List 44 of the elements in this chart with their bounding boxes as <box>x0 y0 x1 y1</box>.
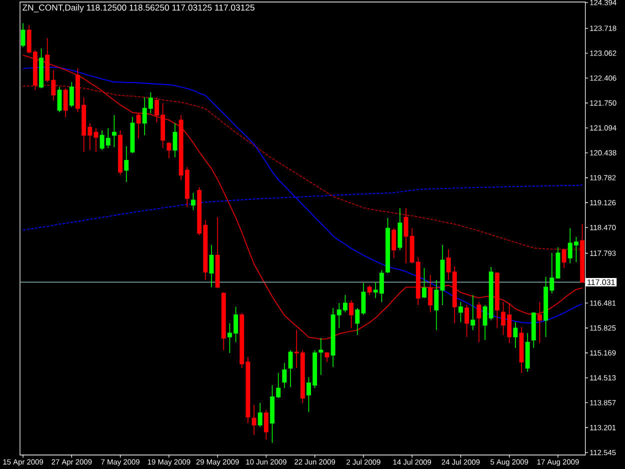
candlestick <box>20 22 26 48</box>
candlestick <box>404 208 408 264</box>
candlestick <box>349 300 354 329</box>
candlestick <box>124 146 129 182</box>
candlestick <box>494 272 500 329</box>
candlestick <box>172 122 178 158</box>
candlestick <box>482 304 488 340</box>
candlestick <box>580 224 585 283</box>
chart-title: ZN_CONT,Daily 118.12500 118.56250 117.03125 117.03125 <box>22 4 254 12</box>
candlestick <box>367 284 372 296</box>
candlestick <box>519 326 524 374</box>
candlestick <box>39 48 44 89</box>
candlestick <box>57 86 62 113</box>
candlestick <box>318 338 324 376</box>
candlestick <box>258 402 262 428</box>
candlestick <box>136 112 141 139</box>
candlestick <box>252 404 256 436</box>
candlestick <box>221 292 226 351</box>
candlestick <box>209 244 214 288</box>
candlestick <box>386 218 390 274</box>
candlestick <box>288 350 293 388</box>
ref-line-label: 117.031 <box>588 279 615 286</box>
candlestick <box>464 304 470 338</box>
candlestick <box>69 82 74 108</box>
candlestick <box>392 228 396 258</box>
candlestick <box>531 312 536 348</box>
candlestick <box>525 332 530 372</box>
candlestick <box>94 128 98 152</box>
candlestick <box>562 248 566 269</box>
candlestick <box>63 88 68 118</box>
candlestick <box>428 274 433 313</box>
candlestick <box>215 216 220 288</box>
candlestick <box>470 294 476 330</box>
candlestick <box>324 352 330 362</box>
candlestick <box>488 266 494 321</box>
candlestick <box>513 322 518 348</box>
candlestick <box>130 116 135 154</box>
candlestick <box>118 130 123 176</box>
candlestick <box>166 142 172 158</box>
candlestick <box>282 362 287 389</box>
candlestick <box>422 268 426 299</box>
candlestick <box>398 208 402 250</box>
candlestick <box>264 409 268 440</box>
candlestick <box>476 302 482 343</box>
